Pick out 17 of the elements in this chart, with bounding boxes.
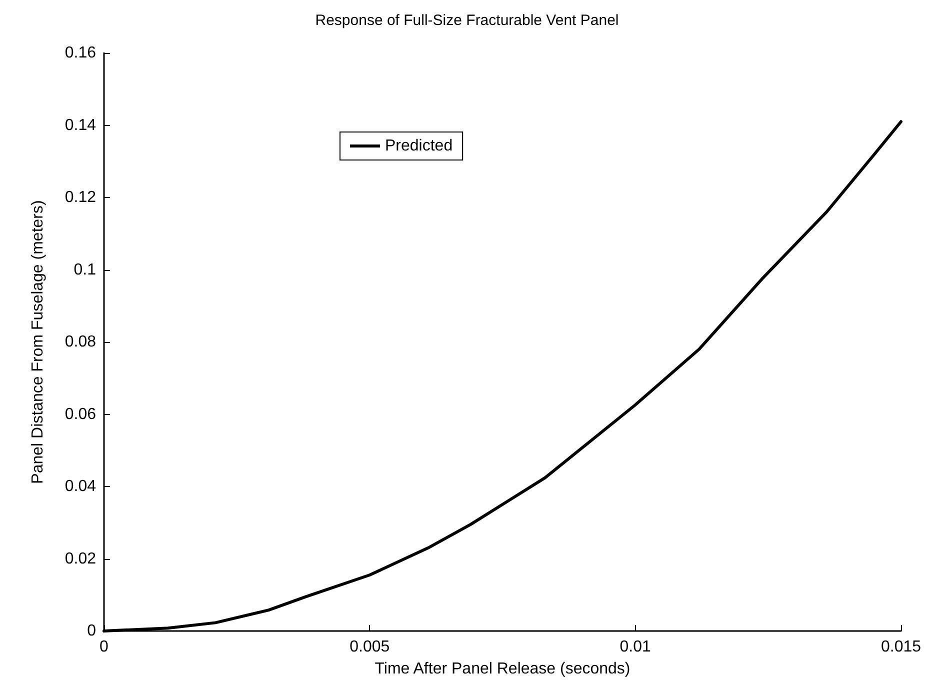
y-tick-label: 0.08: [64, 334, 96, 350]
y-tick-label: 0.1: [74, 261, 96, 278]
chart-title: Response of Full-Size Fracturable Vent Panel: [315, 12, 619, 29]
y-tick-label: 0.02: [64, 550, 96, 568]
y-tick-label: 0.12: [64, 189, 96, 206]
x-axis-title: Time After Panel Release (seconds): [374, 660, 630, 678]
y-tick-label: 0.14: [64, 116, 96, 134]
y-tick-label: 0.16: [64, 44, 96, 62]
x-tick-label: 0: [100, 638, 109, 656]
y-axis-title: Panel Distance From Fuselage (meters): [30, 200, 46, 484]
legend-label: Predicted: [385, 138, 453, 154]
y-tick-label: 0: [87, 622, 96, 640]
x-tick-label: 0.005: [350, 638, 390, 656]
x-tick-label: 0.01: [620, 638, 652, 656]
x-tick-label: 0.015: [880, 638, 922, 656]
y-tick-label: 0.04: [64, 478, 96, 495]
y-tick-label: 0.06: [64, 406, 96, 423]
